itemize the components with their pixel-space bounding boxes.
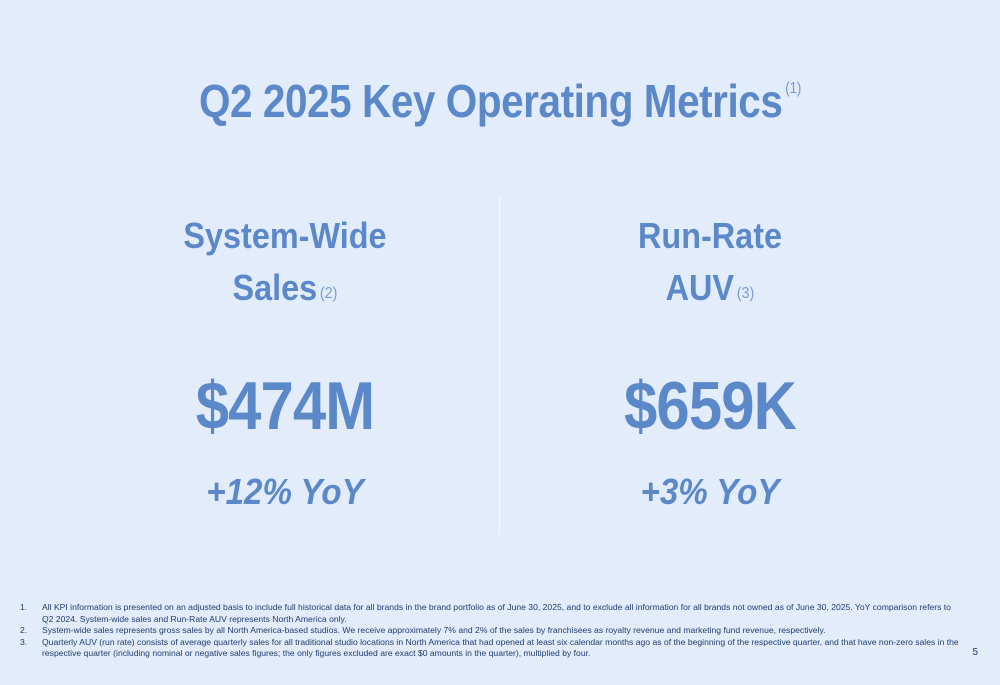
footnote-item: 2. System-wide sales represents gross sa…	[20, 625, 960, 637]
footnote-text: All KPI information is presented on an a…	[42, 602, 951, 624]
page-title: Q2 2025 Key Operating Metrics (1)	[60, 74, 940, 128]
kpi-yoy-change: +3% YoY	[640, 471, 780, 512]
kpi-footnote-ref: (3)	[736, 285, 755, 302]
kpi-label-line2-text: AUV	[665, 267, 735, 308]
kpi-system-wide-sales: System-Wide Sales (2) $474M +12% YoY	[120, 210, 450, 516]
kpi-label: System-Wide Sales (2)	[137, 210, 434, 314]
footnote-number: 3.	[20, 636, 28, 647]
kpi-yoy-change: +12% YoY	[206, 471, 364, 512]
kpi-value: $659K	[624, 368, 797, 444]
kpi-label-line1: System-Wide	[183, 215, 387, 256]
kpi-label: Run-Rate AUV (3)	[562, 210, 859, 314]
kpi-footnote-ref: (2)	[319, 285, 338, 302]
column-divider	[499, 196, 500, 534]
page-title-text: Q2 2025 Key Operating Metrics	[198, 75, 783, 127]
title-footnote-ref: (1)	[785, 80, 801, 97]
footnote-item: 1. All KPI information is presented on a…	[20, 602, 960, 625]
page-number: 5	[972, 647, 978, 658]
kpi-label-line2-text: Sales	[232, 267, 318, 308]
footnote-number: 2.	[20, 625, 28, 635]
kpi-run-rate-auv: Run-Rate AUV (3) $659K +3% YoY	[545, 210, 875, 516]
kpi-label-line2: Sales (2)	[137, 262, 434, 314]
footnotes: 1. All KPI information is presented on a…	[20, 602, 960, 660]
footnote-number: 1.	[20, 602, 28, 612]
footnote-text: Quarterly AUV (run rate) consists of ave…	[42, 636, 959, 659]
footnote-item: 3. Quarterly AUV (run rate) consists of …	[20, 637, 960, 660]
kpi-value: $474M	[195, 368, 375, 444]
kpi-label-line2: AUV (3)	[562, 262, 859, 314]
kpi-label-line1: Run-Rate	[638, 215, 782, 256]
footnote-text: System-wide sales represents gross sales…	[42, 625, 826, 635]
